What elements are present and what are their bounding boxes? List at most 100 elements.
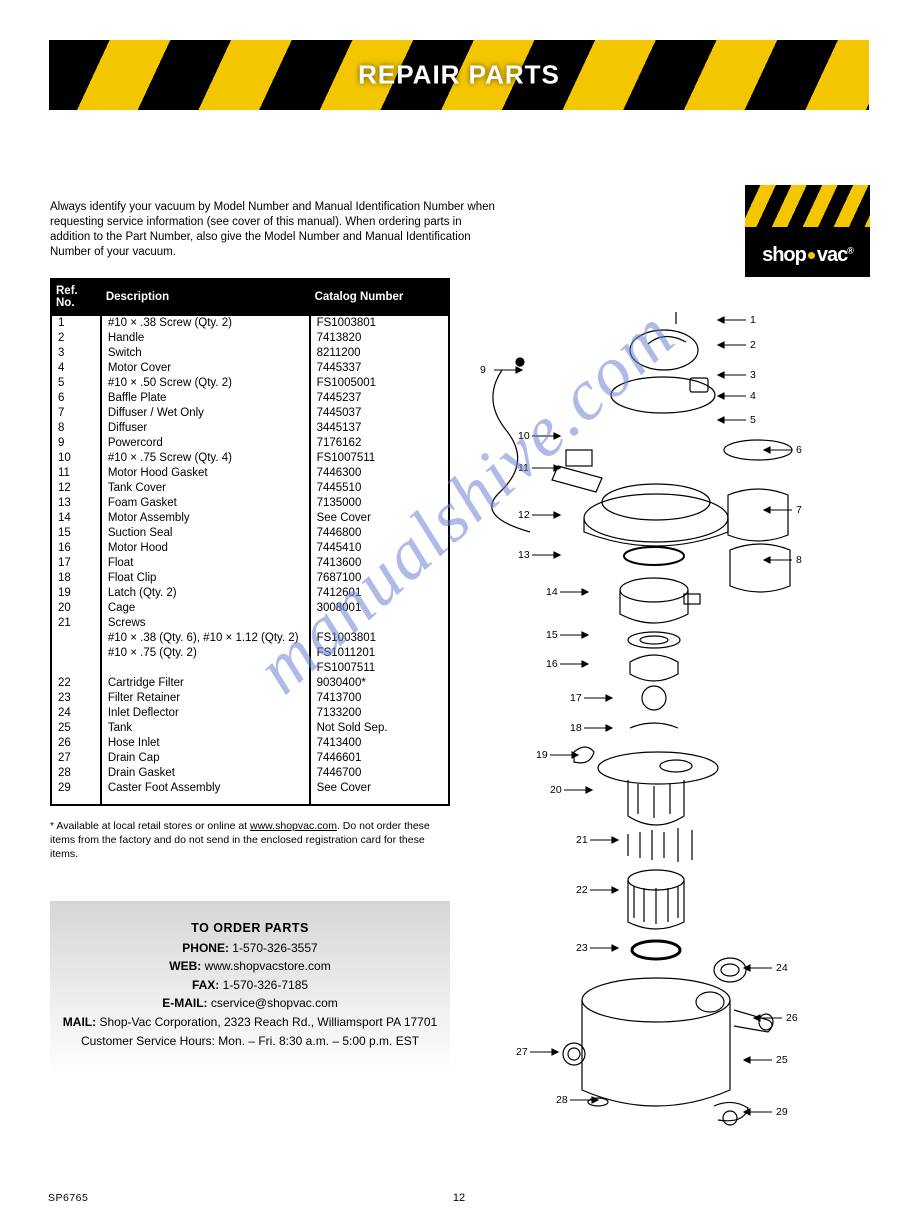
diagram-label: 7 (796, 504, 802, 516)
table-row: 8Diffuser3445137 (51, 421, 449, 436)
table-row: 24Inlet Deflector7133200 (51, 706, 449, 721)
hazard-banner: REPAIR PARTS (49, 40, 869, 110)
table-row: 16Motor Hood7445410 (51, 541, 449, 556)
cell-desc (101, 661, 310, 676)
cell-ref: 2 (51, 331, 101, 346)
table-row: 26Hose Inlet7413400 (51, 736, 449, 751)
cell-cat: FS1011201 (310, 646, 449, 661)
cell-ref: 23 (51, 691, 101, 706)
parts-table: Ref. No. Description Catalog Number 1#10… (50, 278, 450, 807)
cell-ref: 21 (51, 616, 101, 631)
table-row: 6Baffle Plate7445237 (51, 391, 449, 406)
order-email: cservice@shopvac.com (211, 996, 338, 1010)
cell-cat: Not Sold Sep. (310, 721, 449, 736)
table-row: 2Handle7413820 (51, 331, 449, 346)
diagram-label: 17 (570, 692, 582, 704)
cell-cat: 7413400 (310, 736, 449, 751)
cell-desc: Float (101, 556, 310, 571)
cell-desc: #10 × .38 (Qty. 6), #10 × 1.12 (Qty. 2) (101, 631, 310, 646)
cell-ref: 19 (51, 586, 101, 601)
order-phone-label: PHONE: (182, 941, 229, 955)
cell-ref: 10 (51, 451, 101, 466)
cell-cat (310, 616, 449, 631)
page-number: 12 (453, 1192, 465, 1204)
cell-cat: 8211200 (310, 346, 449, 361)
cell-cat: FS1007511 (310, 661, 449, 676)
cell-cat: 7445510 (310, 481, 449, 496)
cell-cat: 7135000 (310, 496, 449, 511)
cell-ref: 29 (51, 781, 101, 806)
diagram-label: 8 (796, 554, 802, 566)
diagram-label: 4 (750, 390, 756, 402)
cell-cat: 7445337 (310, 361, 449, 376)
cell-desc: Drain Cap (101, 751, 310, 766)
page-title: REPAIR PARTS (358, 60, 560, 91)
th-cat: Catalog Number (310, 279, 449, 315)
cell-cat: 7413600 (310, 556, 449, 571)
order-box: TO ORDER PARTS PHONE: 1-570-326-3557 WEB… (50, 901, 450, 1074)
table-row: #10 × .38 (Qty. 6), #10 × 1.12 (Qty. 2)F… (51, 631, 449, 646)
cell-cat: 3008001 (310, 601, 449, 616)
cell-ref: 8 (51, 421, 101, 436)
cell-ref: 28 (51, 766, 101, 781)
order-hours: Customer Service Hours: Mon. – Fri. 8:30… (62, 1032, 438, 1051)
table-row: 9Powercord7176162 (51, 436, 449, 451)
cell-desc: #10 × .75 (Qty. 2) (101, 646, 310, 661)
table-row: 20Cage3008001 (51, 601, 449, 616)
cell-ref: 7 (51, 406, 101, 421)
table-row: 11Motor Hood Gasket7446300 (51, 466, 449, 481)
cell-ref: 15 (51, 526, 101, 541)
diagram-label: 13 (518, 549, 530, 561)
diagram-svg (458, 300, 878, 1130)
cell-cat: 7176162 (310, 436, 449, 451)
order-web: www.shopvacstore.com (205, 959, 331, 973)
cell-ref: 3 (51, 346, 101, 361)
cell-desc: #10 × .75 Screw (Qty. 4) (101, 451, 310, 466)
cell-ref: 26 (51, 736, 101, 751)
cell-ref: 20 (51, 601, 101, 616)
cell-ref: 6 (51, 391, 101, 406)
footnote-text1: * Available at local retail stores or on… (50, 820, 250, 832)
cell-desc: Motor Assembly (101, 511, 310, 526)
diagram-label: 23 (576, 942, 588, 954)
diagram-label: 14 (546, 586, 558, 598)
diagram-label: 26 (786, 1012, 798, 1024)
cell-desc: Drain Gasket (101, 766, 310, 781)
footnote-url: www.shopvac.com (250, 820, 337, 832)
table-row: 22Cartridge Filter9030400* (51, 676, 449, 691)
diagram-label: 27 (516, 1046, 528, 1058)
cell-ref (51, 661, 101, 676)
diagram-label: 2 (750, 339, 756, 351)
cell-desc: Motor Hood (101, 541, 310, 556)
cell-cat: 7413820 (310, 331, 449, 346)
diagram-label: 20 (550, 784, 562, 796)
order-mail: Shop-Vac Corporation, 2323 Reach Rd., Wi… (99, 1015, 437, 1029)
order-fax: 1-570-326-7185 (223, 978, 308, 992)
cell-ref: 9 (51, 436, 101, 451)
table-row: 5#10 × .50 Screw (Qty. 2)FS1005001 (51, 376, 449, 391)
cell-desc: Screws (101, 616, 310, 631)
cell-desc: Diffuser (101, 421, 310, 436)
cell-desc: Suction Seal (101, 526, 310, 541)
table-row: 25TankNot Sold Sep. (51, 721, 449, 736)
table-row: 18Float Clip7687100 (51, 571, 449, 586)
cell-cat: 3445137 (310, 421, 449, 436)
order-web-label: WEB: (169, 959, 201, 973)
table-row: 13Foam Gasket7135000 (51, 496, 449, 511)
cell-desc: Switch (101, 346, 310, 361)
cell-cat: 7446601 (310, 751, 449, 766)
cell-ref: 14 (51, 511, 101, 526)
diagram-label: 15 (546, 629, 558, 641)
cell-ref: 24 (51, 706, 101, 721)
cell-desc: Cartridge Filter (101, 676, 310, 691)
cell-cat: 7687100 (310, 571, 449, 586)
exploded-diagram: 1234567891011121314151617181920212223242… (458, 300, 878, 1130)
cell-desc: Foam Gasket (101, 496, 310, 511)
table-row: 23Filter Retainer7413700 (51, 691, 449, 706)
diagram-label: 3 (750, 369, 756, 381)
cell-desc: Motor Cover (101, 361, 310, 376)
table-row: 15Suction Seal7446800 (51, 526, 449, 541)
table-row: 7Diffuser / Wet Only7445037 (51, 406, 449, 421)
cell-desc: Tank Cover (101, 481, 310, 496)
cell-cat: 7413700 (310, 691, 449, 706)
